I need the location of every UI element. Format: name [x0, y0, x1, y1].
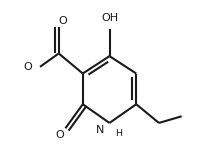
Text: H: H	[115, 129, 122, 138]
Text: O: O	[56, 130, 64, 140]
Text: N: N	[96, 125, 104, 135]
Text: O: O	[23, 62, 32, 72]
Text: O: O	[58, 16, 67, 26]
Text: OH: OH	[101, 13, 118, 23]
